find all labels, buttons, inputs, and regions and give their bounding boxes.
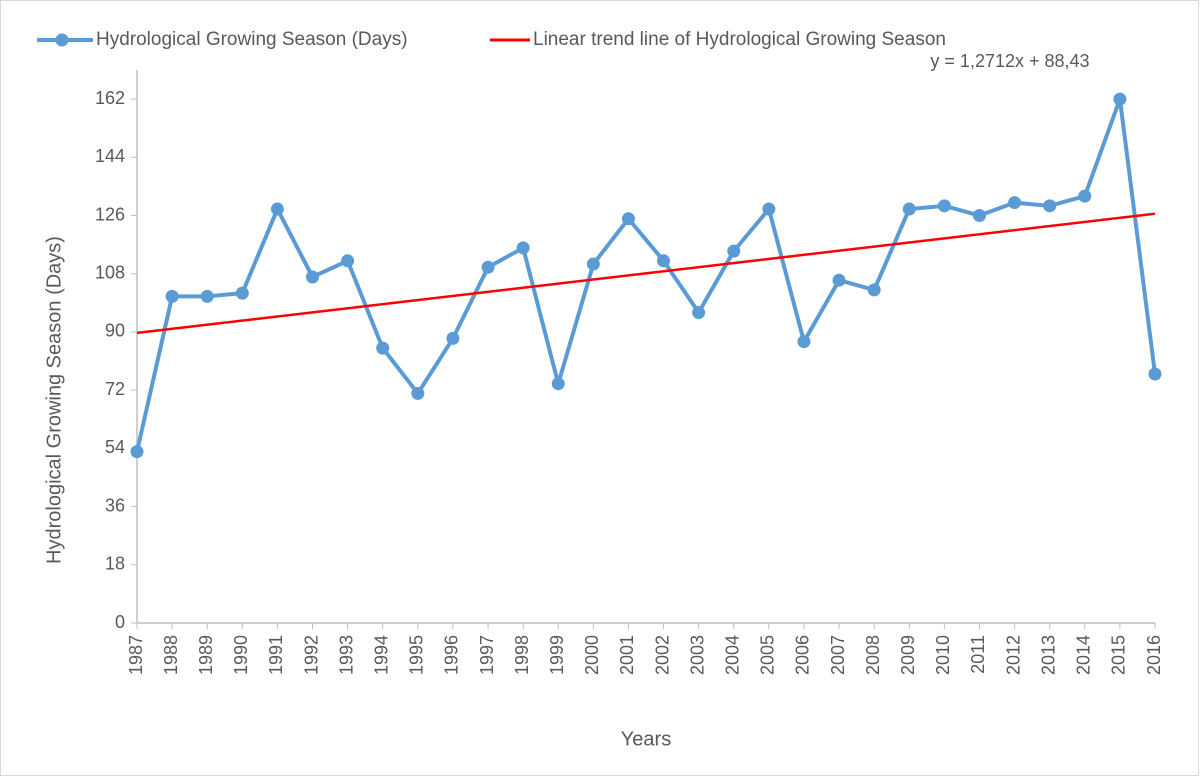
data-point xyxy=(1113,92,1127,106)
legend-label: Hydrological Growing Season (Days) xyxy=(96,29,408,50)
x-tick-label: 1989 xyxy=(196,635,216,675)
x-tick-label: 1993 xyxy=(336,635,356,675)
x-tick-label: 2008 xyxy=(863,635,883,675)
x-tick-label: 1995 xyxy=(407,635,427,675)
data-point xyxy=(762,202,776,216)
data-point xyxy=(832,273,846,287)
x-tick-label: 1994 xyxy=(371,635,391,675)
y-tick-label: 72 xyxy=(105,379,125,399)
x-tick-label: 2002 xyxy=(652,635,672,675)
y-tick-label: 144 xyxy=(95,146,125,166)
y-tick-label: 18 xyxy=(105,554,125,574)
data-point xyxy=(902,202,916,216)
y-tick-label: 54 xyxy=(105,437,125,457)
data-point xyxy=(972,209,986,223)
y-tick-label: 0 xyxy=(115,612,125,632)
data-point xyxy=(551,377,565,391)
x-tick-label: 2007 xyxy=(828,635,848,675)
x-tick-label: 2011 xyxy=(968,635,988,674)
data-point xyxy=(235,286,249,300)
x-tick-label: 2014 xyxy=(1074,635,1094,675)
data-point xyxy=(165,289,179,303)
data-point xyxy=(1148,367,1162,381)
x-tick-label: 2003 xyxy=(687,635,707,675)
x-tick-label: 1997 xyxy=(477,635,497,675)
x-tick-label: 2015 xyxy=(1109,635,1129,675)
data-point xyxy=(797,335,811,349)
data-point xyxy=(306,270,320,284)
data-point xyxy=(1078,189,1092,203)
data-point xyxy=(446,331,460,345)
data-point xyxy=(516,241,530,255)
x-tick-label: 2016 xyxy=(1144,635,1164,675)
data-point xyxy=(727,244,741,258)
data-point xyxy=(867,283,881,297)
y-tick-label: 162 xyxy=(95,88,125,108)
x-tick-label: 2001 xyxy=(617,635,637,675)
data-point xyxy=(621,212,635,226)
x-tick-label: 1996 xyxy=(442,635,462,675)
x-tick-label: 1988 xyxy=(161,635,181,675)
x-axis-label: Years xyxy=(621,728,671,750)
x-tick-label: 1998 xyxy=(512,635,532,675)
trend-equation: y = 1,2712x + 88,43 xyxy=(930,51,1089,71)
x-tick-label: 1987 xyxy=(126,635,146,675)
x-tick-label: 2004 xyxy=(723,635,743,675)
x-tick-label: 2005 xyxy=(758,635,778,675)
y-tick-label: 108 xyxy=(95,262,125,282)
data-point xyxy=(341,254,355,268)
data-point xyxy=(657,254,671,268)
x-tick-label: 2013 xyxy=(1038,635,1058,675)
x-tick-label: 1992 xyxy=(301,635,321,675)
x-tick-label: 2009 xyxy=(898,635,918,675)
data-point xyxy=(376,341,390,355)
y-tick-label: 36 xyxy=(105,495,125,515)
x-tick-label: 1999 xyxy=(547,635,567,675)
x-tick-label: 1990 xyxy=(231,635,251,675)
data-point xyxy=(130,445,144,459)
data-point xyxy=(270,202,284,216)
x-tick-label: 2012 xyxy=(1003,635,1023,675)
data-point xyxy=(481,260,495,274)
data-point xyxy=(692,306,706,320)
data-point xyxy=(586,257,600,271)
y-axis-label: Hydrological Growing Season (Days) xyxy=(43,236,65,564)
legend-marker xyxy=(55,33,69,47)
x-tick-label: 2000 xyxy=(582,635,602,675)
x-tick-label: 1991 xyxy=(266,635,286,675)
legend-label: Linear trend line of Hydrological Growin… xyxy=(533,29,946,50)
data-point xyxy=(411,386,425,400)
y-tick-label: 90 xyxy=(105,321,125,341)
data-point xyxy=(1008,196,1022,210)
x-tick-label: 2006 xyxy=(793,635,813,675)
data-point xyxy=(937,199,951,213)
data-point xyxy=(1043,199,1057,213)
x-tick-label: 2010 xyxy=(933,635,953,675)
y-tick-label: 126 xyxy=(95,204,125,224)
trend-line xyxy=(136,212,1156,335)
data-point xyxy=(200,289,214,303)
